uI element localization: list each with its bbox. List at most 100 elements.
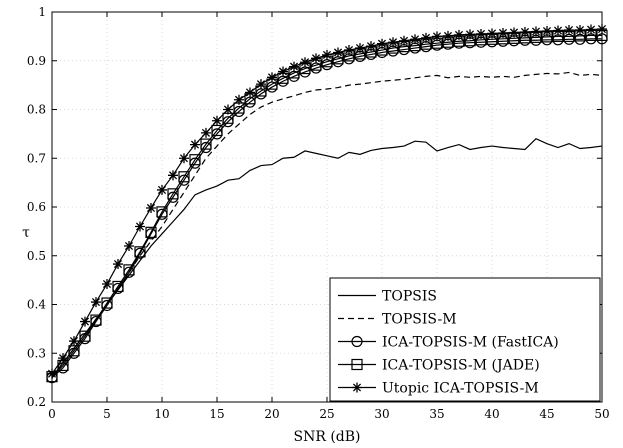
data-point [476,28,486,39]
data-point [564,25,574,36]
legend-label: ICA-TOPSIS-M (JADE) [382,358,540,374]
x-tick-label: 25 [319,407,334,421]
x-tick-label: 10 [154,407,169,421]
legend-marker [351,335,363,348]
data-point [179,153,189,164]
data-point [311,53,321,64]
legend-box [329,277,601,402]
x-tick-label: 20 [264,407,279,421]
data-point [267,72,277,83]
legend-label: TOPSIS [382,289,437,305]
data-point [190,139,200,150]
data-point [542,26,552,37]
legend-entry: TOPSIS-M [338,312,457,328]
data-point [377,38,387,49]
data-point [256,79,266,90]
series-topsis [51,138,603,378]
data-point [90,314,102,326]
legend-label: Utopic ICA-TOPSIS-M [382,381,539,397]
data-point [201,127,211,138]
legend-entry: ICA-TOPSIS-M (JADE) [338,358,540,374]
data-point [421,32,431,43]
x-tick-label: 30 [374,407,389,421]
series-line [51,71,603,378]
x-tick-label: 5 [103,407,111,421]
data-point [245,87,255,98]
data-point [69,336,79,347]
y-axis-label: τ [22,225,30,241]
data-point [101,297,113,309]
data-point [410,34,420,45]
data-point [355,43,365,54]
legend-entry: Utopic ICA-TOPSIS-M [338,381,539,397]
x-tick-label: 50 [594,407,609,421]
legend-label: ICA-TOPSIS-M (FastICA) [382,335,559,351]
data-point [278,66,288,77]
data-point [509,27,519,38]
series-utopic-ica-topsis-m [47,24,607,379]
legend: TOPSIS TOPSIS-M ICA-TOPSIS-M (FastICA) ICA-… [329,277,601,402]
data-point [399,35,409,46]
data-point [322,49,332,60]
data-point [344,45,354,56]
data-point [168,170,178,181]
data-point [79,330,91,342]
legend-marker [351,358,363,371]
legend-label: TOPSIS-M [382,312,457,328]
data-point [91,297,101,308]
y-tick-label: 0.3 [27,346,46,360]
data-point [531,26,541,37]
y-tick-label: 0.9 [27,54,46,68]
data-point [388,37,398,48]
data-point [113,259,123,270]
data-point [156,206,168,218]
y-tick-label: 0.5 [27,249,46,263]
x-tick-label: 15 [209,407,224,421]
legend-entry: TOPSIS [338,289,437,305]
y-tick-label: 0.2 [27,395,46,409]
data-point [487,28,497,39]
data-point [157,184,167,195]
legend-marker [352,382,362,393]
data-point [178,171,190,183]
legend-entry: ICA-TOPSIS-M (FastICA) [338,335,559,351]
x-axis-label: SNR (dB) [293,429,360,445]
data-point [443,30,453,41]
y-tick-label: 1 [38,5,46,19]
data-point [300,57,310,68]
data-point [102,279,112,290]
data-point [553,25,563,36]
y-tick-label: 0.8 [27,103,46,117]
data-point [465,29,475,40]
data-point [234,94,244,105]
data-point [586,24,596,35]
data-point [135,221,145,232]
x-tick-label: 45 [539,407,554,421]
data-point [432,31,442,42]
data-point [498,27,508,38]
axis-ticks: 0 5 10 15 20 25 30 35 40 45 50 0.2 0.3 0.4 0.5 0.6 0.7 0.… [27,5,610,421]
series-line [51,34,602,378]
data-point [333,47,343,58]
data-point [58,353,68,364]
y-tick-label: 0.6 [27,200,46,214]
data-point [520,26,530,37]
data-point [124,241,134,251]
series-topsis-m [51,71,603,378]
series-line [51,138,603,378]
data-point [289,61,299,72]
data-point [134,246,146,258]
data-point [223,104,233,115]
x-tick-label: 40 [484,407,499,421]
data-point [189,154,201,166]
x-tick-label: 0 [48,407,56,421]
data-point [212,115,222,126]
data-point [146,202,156,213]
y-tick-label: 0.7 [27,151,46,165]
x-tick-label: 35 [429,407,444,421]
data-point [167,188,179,200]
data-point [80,316,90,327]
y-tick-label: 0.4 [27,298,46,312]
data-point [200,138,212,150]
